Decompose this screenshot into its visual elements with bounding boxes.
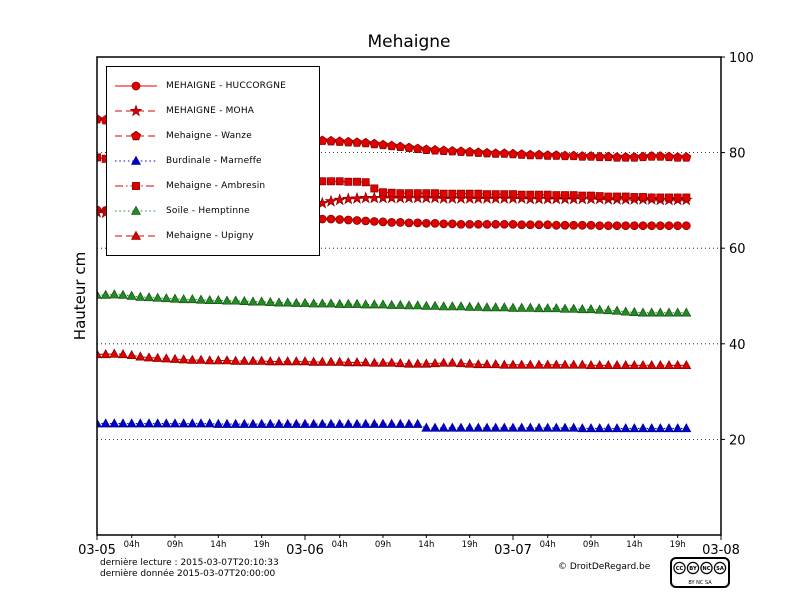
x-major-tick-label: 03-07 <box>494 543 532 558</box>
y-tick-label: 40 <box>729 338 746 353</box>
y-tick-label: 100 <box>729 51 754 66</box>
x-minor-tick-label: 09h <box>167 540 183 550</box>
legend-item: Soile - Hemptinne <box>113 201 313 221</box>
triangle-marker-icon <box>115 230 157 240</box>
y-axis-ticks: 20 40 60 80 100 <box>721 51 754 448</box>
by-icon <box>686 561 700 575</box>
cc-icon-letter: CC <box>676 566 684 572</box>
square-marker-icon <box>115 182 157 190</box>
x-minor-tick-label: 19h <box>462 540 478 550</box>
triangle-marker-icon <box>115 205 157 215</box>
legend-label: Burdinale - Marneffe <box>166 156 262 166</box>
x-major-tick-label: 03-05 <box>78 543 116 558</box>
y-tick-label: 80 <box>729 147 746 162</box>
legend: MEHAIGNE - HUCCORGNE MEHAIGNE - MOHA Mehai… <box>106 66 320 256</box>
x-minor-tick-label: 04h <box>332 540 348 550</box>
legend-label: MEHAIGNE - HUCCORGNE <box>166 81 287 91</box>
x-minor-tick-label: 14h <box>418 540 434 550</box>
pentagon-marker-icon <box>115 130 157 141</box>
x-minor-tick-label: 04h <box>124 540 140 550</box>
series-mehaigne-upigny <box>97 348 692 370</box>
x-minor-tick-label: 09h <box>583 540 599 550</box>
x-major-tick-label: 03-06 <box>286 543 324 558</box>
legend-label: Mehaigne - Ambresin <box>166 181 266 191</box>
sa-icon <box>713 561 727 575</box>
legend-item: Mehaigne - Wanze <box>113 126 313 146</box>
legend-item: Mehaigne - Ambresin <box>113 176 313 196</box>
legend-item: MEHAIGNE - HUCCORGNE <box>113 76 313 96</box>
legend-label: Mehaigne - Wanze <box>166 131 252 141</box>
x-minor-tick-label: 19h <box>670 540 686 550</box>
x-minor-tick-label: 09h <box>375 540 391 550</box>
nc-icon <box>700 561 713 575</box>
cc-badge-subtext: BY NC SA <box>688 580 712 586</box>
x-axis-ticks: 03-05 03-06 03-07 03-08 04h 09h 14h 19h 04h 09h 14… <box>78 535 740 558</box>
copyright-text: © DroitDeRegard.be <box>558 562 651 572</box>
cc-icon-letter: BY <box>689 566 697 572</box>
last-reading-text: dernière lecture : 2015-03-07T20:10:33 <box>100 558 279 568</box>
circle-marker-icon <box>115 81 157 91</box>
plot-border <box>96 56 722 536</box>
chart-title: Mehaigne <box>367 32 451 52</box>
x-major-tick-label: 03-08 <box>702 543 740 558</box>
cc-icon-letter: NC <box>702 566 710 572</box>
y-tick-label: 20 <box>729 433 746 448</box>
x-minor-tick-label: 04h <box>540 540 556 550</box>
cc-license-badge[interactable]: CC BY NC SA BY NC SA <box>670 557 730 588</box>
legend-item: MEHAIGNE - MOHA <box>113 101 313 121</box>
cc-icon-letter: SA <box>716 566 724 572</box>
last-data-text: dernière donnée 2015-03-07T20:00:00 <box>100 569 276 579</box>
star-marker-icon <box>115 104 157 117</box>
series-soile-hemptinne <box>97 289 692 317</box>
x-minor-tick-label: 19h <box>254 540 270 550</box>
y-axis-label: Hauteur cm <box>71 251 89 341</box>
series-burdinale-marneffe <box>97 418 692 433</box>
legend-label: MEHAIGNE - MOHA <box>166 106 255 116</box>
legend-label: Mehaigne - Upigny <box>166 231 254 241</box>
legend-label: Soile - Hemptinne <box>166 206 250 216</box>
triangle-marker-icon <box>115 155 157 165</box>
y-tick-label: 60 <box>729 242 746 257</box>
x-minor-tick-label: 14h <box>626 540 642 550</box>
legend-item: Mehaigne - Upigny <box>113 226 313 246</box>
legend-item: Burdinale - Marneffe <box>113 151 313 171</box>
cc-icon <box>673 561 686 575</box>
x-minor-tick-label: 14h <box>210 540 226 550</box>
footnote-block: dernière lecture : 2015-03-07T20:10:33 d… <box>100 558 279 580</box>
